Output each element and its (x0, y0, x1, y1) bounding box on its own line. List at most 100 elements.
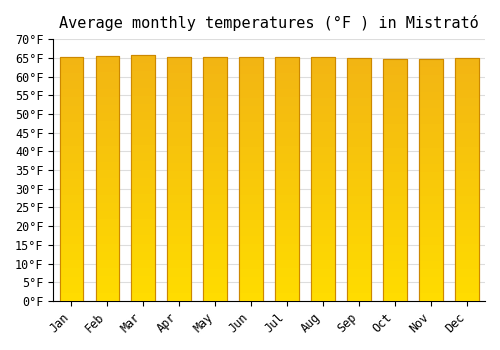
Bar (60, 162, 83, 171)
Bar (168, 293, 191, 301)
Bar (240, 252, 263, 260)
Bar (312, 74, 335, 82)
Bar (348, 220, 371, 228)
Bar (348, 293, 371, 301)
Bar (312, 163, 335, 171)
Bar (96, 105, 119, 113)
Bar (240, 90, 263, 98)
Bar (60, 211, 83, 219)
Bar (96, 203, 119, 211)
Bar (420, 237, 442, 245)
Bar (312, 155, 335, 163)
Bar (204, 114, 227, 122)
Bar (348, 114, 371, 122)
Bar (204, 195, 227, 204)
Bar (384, 188, 406, 196)
Bar (60, 260, 83, 268)
Bar (420, 285, 442, 293)
Bar (96, 89, 119, 97)
Bar (456, 90, 478, 98)
Bar (240, 220, 263, 228)
Bar (204, 244, 227, 252)
Bar (312, 285, 335, 293)
Bar (348, 171, 371, 180)
Bar (456, 180, 478, 188)
Bar (168, 203, 191, 211)
Bar (348, 122, 371, 131)
Bar (420, 204, 442, 212)
Bar (312, 65, 335, 74)
Bar (276, 195, 299, 203)
Bar (456, 82, 478, 90)
Bar (240, 147, 263, 155)
Bar (384, 164, 406, 172)
Bar (420, 67, 442, 75)
Bar (348, 131, 371, 139)
Bar (60, 146, 83, 154)
Bar (132, 96, 155, 104)
Bar (384, 261, 406, 269)
Bar (240, 244, 263, 252)
Bar (456, 139, 478, 147)
Bar (348, 58, 371, 66)
Bar (132, 178, 155, 186)
Bar (204, 57, 227, 301)
Bar (420, 180, 442, 188)
Bar (204, 122, 227, 131)
Bar (204, 163, 227, 171)
Bar (384, 204, 406, 212)
Bar (312, 98, 335, 106)
Bar (96, 56, 119, 64)
Bar (276, 219, 299, 228)
Bar (420, 172, 442, 180)
Bar (204, 106, 227, 114)
Bar (204, 260, 227, 268)
Bar (312, 236, 335, 244)
Bar (132, 211, 155, 219)
Bar (384, 92, 406, 100)
Bar (420, 229, 442, 237)
Bar (456, 66, 478, 74)
Bar (456, 285, 478, 293)
Bar (204, 90, 227, 98)
Bar (168, 219, 191, 228)
Bar (96, 187, 119, 195)
Bar (348, 196, 371, 204)
Bar (348, 268, 371, 276)
Bar (276, 89, 299, 97)
Bar (276, 73, 299, 81)
Bar (168, 130, 191, 138)
Bar (60, 114, 83, 122)
Bar (312, 195, 335, 204)
Bar (60, 97, 83, 106)
Bar (384, 285, 406, 293)
Bar (96, 170, 119, 178)
Bar (456, 98, 478, 106)
Bar (60, 252, 83, 260)
Bar (384, 124, 406, 132)
Bar (96, 260, 119, 268)
Bar (348, 285, 371, 293)
Bar (96, 138, 119, 146)
Bar (348, 90, 371, 98)
Bar (96, 56, 119, 301)
Bar (168, 179, 191, 187)
Bar (204, 268, 227, 276)
Bar (96, 97, 119, 105)
Bar (276, 65, 299, 73)
Bar (456, 58, 478, 301)
Bar (240, 212, 263, 220)
Bar (132, 112, 155, 120)
Bar (204, 57, 227, 65)
Bar (312, 260, 335, 268)
Bar (240, 285, 263, 293)
Bar (96, 64, 119, 72)
Bar (168, 154, 191, 162)
Bar (420, 75, 442, 84)
Bar (420, 220, 442, 229)
Bar (384, 245, 406, 253)
Bar (276, 122, 299, 130)
Bar (168, 195, 191, 203)
Bar (132, 268, 155, 277)
Bar (312, 293, 335, 301)
